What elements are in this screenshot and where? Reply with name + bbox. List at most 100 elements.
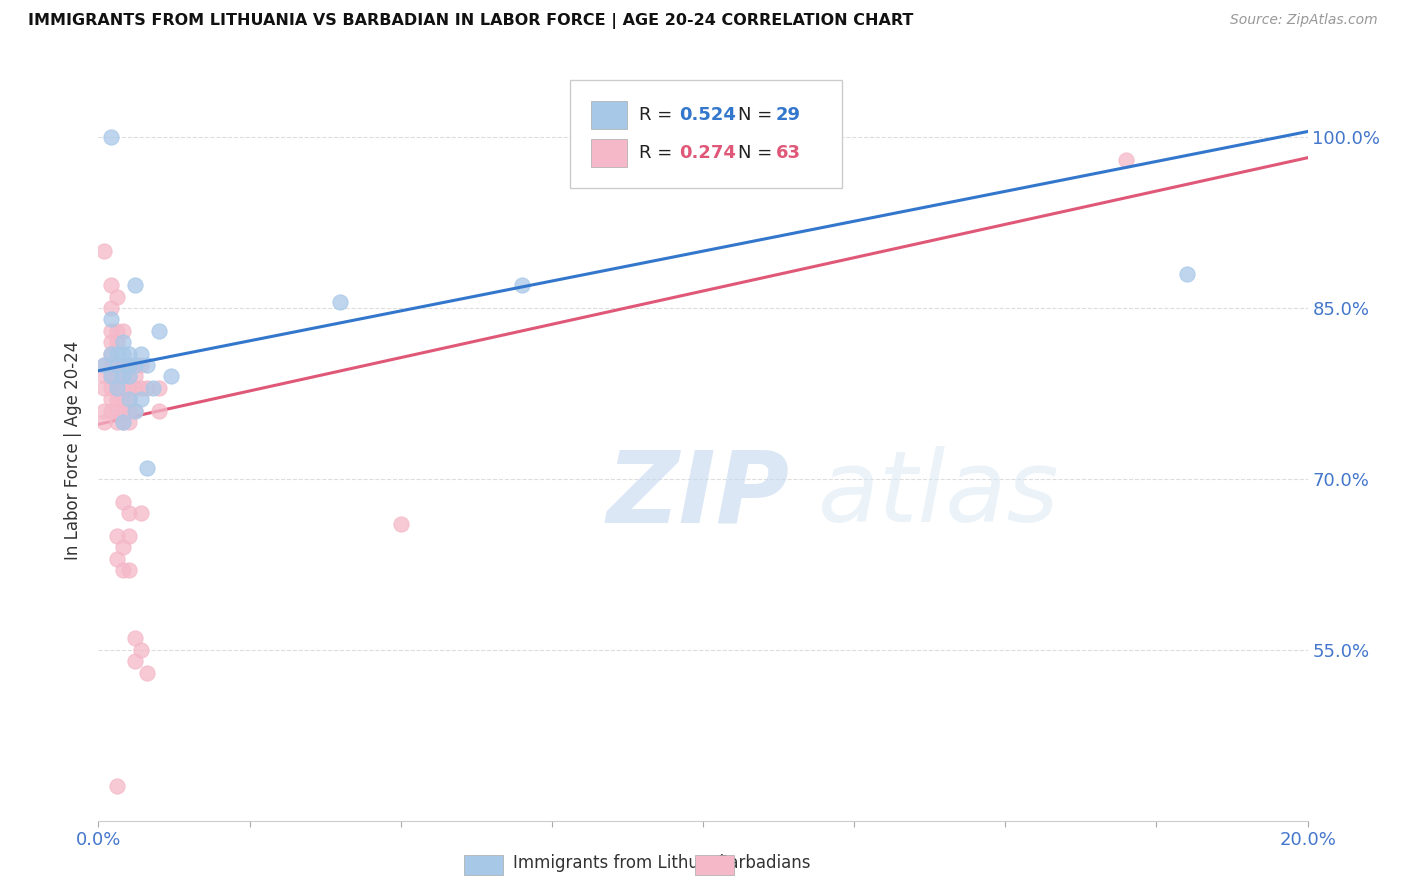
FancyBboxPatch shape: [591, 101, 627, 129]
Point: [124, 381, 146, 395]
Point: [105, 780, 128, 794]
Point: [100, 369, 122, 384]
Text: R =: R =: [638, 106, 678, 124]
Point: [124, 358, 146, 372]
Point: [148, 403, 170, 417]
Point: [100, 324, 122, 338]
Point: [118, 381, 141, 395]
Point: [111, 369, 134, 384]
Point: [389, 517, 412, 532]
Point: [111, 324, 134, 338]
Text: atlas: atlas: [818, 446, 1060, 543]
Point: [129, 392, 152, 407]
Point: [100, 346, 122, 360]
Point: [118, 403, 141, 417]
Text: IMMIGRANTS FROM LITHUANIA VS BARBADIAN IN LABOR FORCE | AGE 20-24 CORRELATION CH: IMMIGRANTS FROM LITHUANIA VS BARBADIAN I…: [28, 13, 914, 29]
Point: [118, 369, 141, 384]
Point: [100, 346, 122, 360]
Text: Source: ZipAtlas.com: Source: ZipAtlas.com: [1230, 13, 1378, 28]
Point: [148, 324, 170, 338]
Point: [148, 381, 170, 395]
Point: [118, 369, 141, 384]
Point: [129, 642, 152, 657]
Point: [105, 403, 128, 417]
Point: [124, 403, 146, 417]
Point: [100, 381, 122, 395]
Point: [160, 369, 183, 384]
Point: [118, 392, 141, 407]
Point: [100, 335, 122, 350]
Point: [124, 654, 146, 668]
FancyBboxPatch shape: [591, 139, 627, 167]
Point: [105, 529, 128, 543]
Point: [105, 551, 128, 566]
Point: [124, 278, 146, 293]
Point: [105, 358, 128, 372]
Point: [93, 381, 115, 395]
Point: [118, 529, 141, 543]
Text: 0.524: 0.524: [679, 106, 735, 124]
Point: [111, 346, 134, 360]
FancyBboxPatch shape: [569, 80, 842, 187]
Point: [118, 346, 141, 360]
Point: [129, 358, 152, 372]
Text: R =: R =: [638, 144, 678, 161]
Point: [105, 381, 128, 395]
Text: N =: N =: [738, 144, 778, 161]
Point: [1115, 153, 1137, 167]
Text: N =: N =: [738, 106, 778, 124]
Point: [111, 494, 134, 508]
Point: [93, 358, 115, 372]
Point: [93, 358, 115, 372]
Point: [129, 506, 152, 520]
Point: [111, 563, 134, 577]
Point: [100, 392, 122, 407]
Point: [135, 460, 157, 475]
Point: [124, 632, 146, 646]
Point: [135, 358, 157, 372]
Point: [105, 335, 128, 350]
Point: [105, 369, 128, 384]
Point: [100, 358, 122, 372]
Point: [124, 369, 146, 384]
Point: [111, 415, 134, 429]
Point: [105, 392, 128, 407]
Point: [111, 403, 134, 417]
Point: [118, 358, 141, 372]
Point: [100, 278, 122, 293]
Point: [135, 381, 157, 395]
Point: [118, 563, 141, 577]
Point: [111, 541, 134, 555]
Point: [118, 415, 141, 429]
Point: [118, 358, 141, 372]
Point: [105, 381, 128, 395]
Point: [118, 506, 141, 520]
Point: [100, 403, 122, 417]
Point: [111, 335, 134, 350]
Point: [124, 358, 146, 372]
Point: [329, 295, 352, 310]
Point: [105, 358, 128, 372]
Point: [100, 301, 122, 315]
Text: ZIP: ZIP: [606, 446, 789, 543]
Point: [510, 278, 533, 293]
Point: [100, 130, 122, 145]
Point: [105, 290, 128, 304]
Point: [111, 415, 134, 429]
Point: [142, 381, 165, 395]
Point: [111, 381, 134, 395]
Point: [1175, 267, 1198, 281]
Point: [135, 665, 157, 680]
Point: [111, 392, 134, 407]
Point: [105, 415, 128, 429]
Text: Barbadians: Barbadians: [717, 855, 811, 872]
Point: [118, 392, 141, 407]
Point: [93, 403, 115, 417]
Text: Immigrants from Lithuania: Immigrants from Lithuania: [513, 855, 734, 872]
Point: [100, 369, 122, 384]
Text: 0.274: 0.274: [679, 144, 735, 161]
Point: [100, 312, 122, 326]
Point: [111, 369, 134, 384]
Text: 63: 63: [776, 144, 800, 161]
Point: [105, 346, 128, 360]
